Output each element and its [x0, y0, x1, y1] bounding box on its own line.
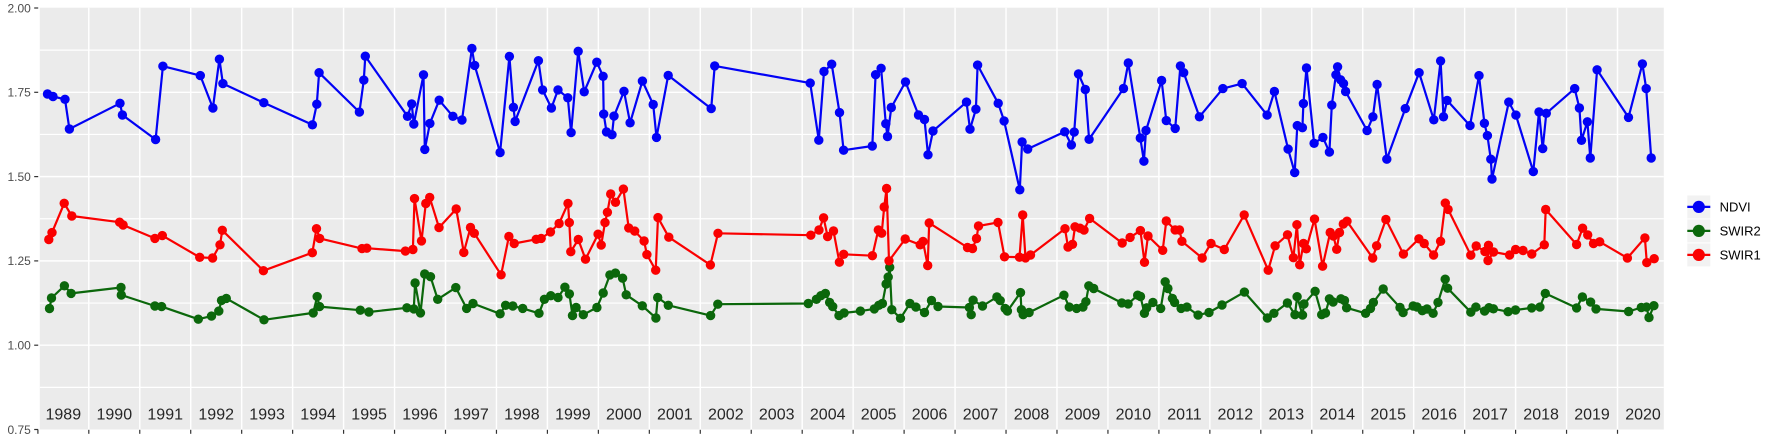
svg-text:SWIR2: SWIR2 — [1720, 224, 1761, 239]
svg-text:1994: 1994 — [300, 407, 336, 424]
svg-text:2002: 2002 — [708, 407, 744, 424]
svg-text:2000: 2000 — [606, 407, 642, 424]
svg-text:1.25: 1.25 — [7, 254, 31, 268]
svg-text:2016: 2016 — [1421, 407, 1457, 424]
svg-text:2003: 2003 — [759, 407, 795, 424]
svg-text:1999: 1999 — [555, 407, 591, 424]
svg-text:1993: 1993 — [249, 407, 285, 424]
svg-text:1991: 1991 — [147, 407, 183, 424]
svg-text:2013: 2013 — [1269, 407, 1305, 424]
svg-text:1989: 1989 — [46, 407, 82, 424]
svg-text:1990: 1990 — [97, 407, 133, 424]
svg-text:0.75: 0.75 — [7, 423, 31, 437]
svg-text:2014: 2014 — [1319, 407, 1355, 424]
svg-text:2018: 2018 — [1523, 407, 1559, 424]
svg-text:1.50: 1.50 — [7, 170, 31, 184]
svg-text:2005: 2005 — [861, 407, 897, 424]
svg-text:2006: 2006 — [912, 407, 948, 424]
svg-text:2015: 2015 — [1370, 407, 1406, 424]
svg-text:2011: 2011 — [1167, 407, 1202, 424]
svg-text:1.00: 1.00 — [7, 339, 31, 353]
svg-text:2008: 2008 — [1014, 407, 1050, 424]
svg-text:1998: 1998 — [504, 407, 540, 424]
svg-text:2007: 2007 — [963, 407, 999, 424]
svg-text:NDVI: NDVI — [1720, 200, 1751, 215]
svg-text:2001: 2001 — [657, 407, 693, 424]
svg-text:2010: 2010 — [1116, 407, 1152, 424]
svg-text:1.75: 1.75 — [7, 86, 31, 100]
svg-text:2017: 2017 — [1472, 407, 1508, 424]
svg-text:2.00: 2.00 — [7, 1, 31, 15]
svg-text:2020: 2020 — [1625, 407, 1661, 424]
svg-text:2004: 2004 — [810, 407, 846, 424]
svg-text:1992: 1992 — [198, 407, 234, 424]
svg-text:1996: 1996 — [402, 407, 438, 424]
svg-text:1997: 1997 — [453, 407, 489, 424]
svg-text:2009: 2009 — [1065, 407, 1101, 424]
svg-text:1995: 1995 — [351, 407, 387, 424]
svg-text:SWIR1: SWIR1 — [1720, 248, 1761, 263]
svg-text:2012: 2012 — [1218, 407, 1254, 424]
svg-text:2019: 2019 — [1574, 407, 1610, 424]
